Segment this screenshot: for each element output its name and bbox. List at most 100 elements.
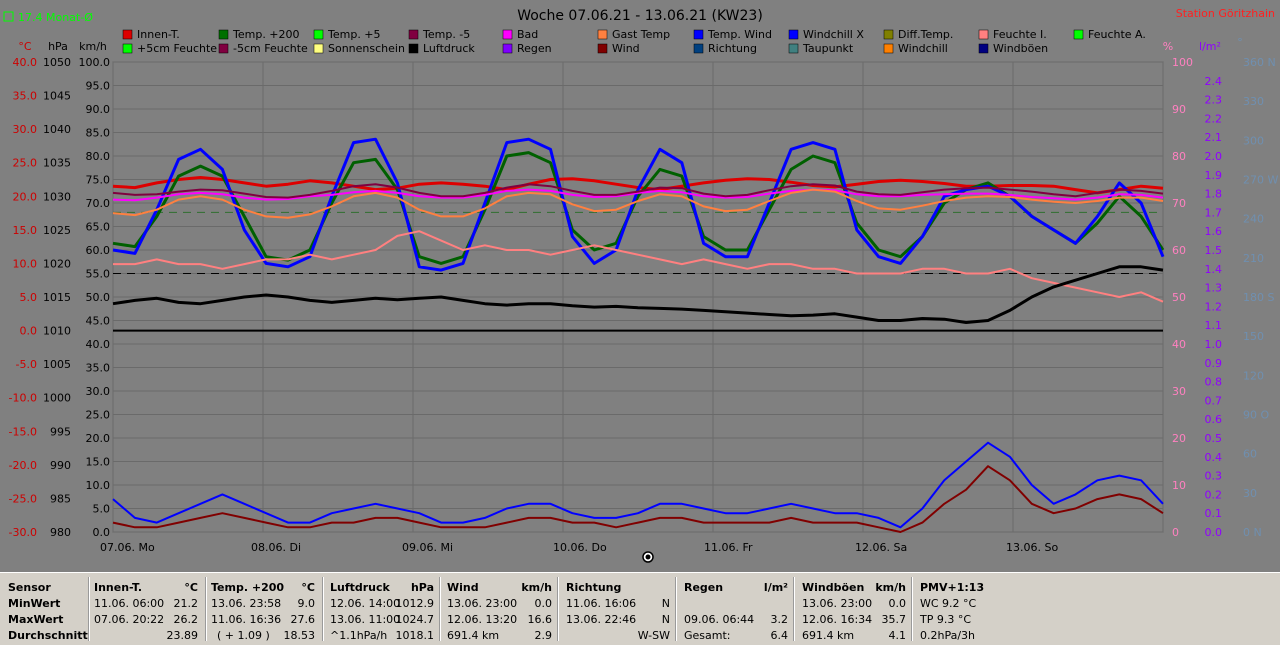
pressure-tick: 1050 [43,56,71,69]
chart-legend: Innen-T. Temp. +200 Temp. +5 Temp. -5 Bad Gas… [122,28,1146,55]
stats-wind-max-time: 12.06. 13:20 [447,613,518,626]
legend-swatch [1073,29,1084,40]
stats-regen-header: Regen [684,581,724,594]
stats-pmv-windchill: WC 9.2 °C [920,597,977,610]
speed-tick: 25.0 [86,409,111,422]
speed-tick: 10.0 [86,479,111,492]
stats-wind-avg: 2.9 [534,629,553,642]
rain-tick: 1.5 [1205,244,1223,257]
direction-tick: 210 [1243,252,1264,265]
chart-grid [112,61,1164,533]
legend-swatch [597,43,608,54]
series-wind [112,465,1164,533]
stats-pmv-pressure-trend: 0.2hPa/3h [920,629,976,642]
pressure-tick: 1010 [43,325,71,338]
right-axis-ticks: 10090807060504030201002.42.32.22.12.01.9… [1172,56,1278,539]
rain-tick: 1.9 [1205,169,1223,182]
pressure-tick: 1005 [43,358,71,371]
legend-label: Temp. Wind [707,28,772,41]
humidity-tick: 10 [1172,479,1186,492]
legend-label: Innen-T. [137,28,180,41]
stats-luftdruck-trend: ^1.1hPa/h [330,629,388,642]
rain-unit: l/m² [1199,40,1221,53]
humidity-tick: 30 [1172,385,1186,398]
x-tick-label: 07.06. Mo [100,541,155,554]
speed-tick: 95.0 [86,80,111,93]
stats-windboeen-min-value: 0.0 [888,597,907,610]
stats-richtung-avg: W-SW [637,629,670,642]
legend-swatch [693,43,704,54]
pressure-tick: 1035 [43,157,71,170]
x-tick-label: 09.06. Mi [402,541,453,554]
humidity-tick: 60 [1172,244,1186,257]
rain-tick: 0.9 [1205,357,1223,370]
stats-windboeen-max-time: 12.06. 16:34 [802,613,873,626]
stats-sensor-header: Sensor [8,581,51,594]
legend-label: Temp. -5 [422,28,470,41]
speed-tick: 20.0 [86,432,111,445]
pressure-tick: 1000 [43,392,71,405]
stats-innen-max-time: 07.06. 20:22 [94,613,165,626]
week-navigator-dot[interactable] [642,551,654,563]
legend-swatch [218,29,229,40]
stats-richtung-header: Richtung [566,581,622,594]
speed-tick: 60.0 [86,244,111,257]
rain-tick: 2.2 [1205,112,1223,125]
stats-wind-distance: 691.4 km [447,629,500,642]
speed-tick: 70.0 [86,197,111,210]
legend-swatch [122,29,133,40]
stats-luftdruck-unit: hPa [410,581,434,594]
humidity-tick: 50 [1172,291,1186,304]
speed-tick: 45.0 [86,315,111,328]
temp-unit: °C [18,40,32,53]
speed-tick: 40.0 [86,338,111,351]
legend-swatch [788,43,799,54]
speed-tick: 85.0 [86,127,111,140]
stats-richtung-max-time: 13.06. 22:46 [566,613,637,626]
stats-col-temp200: Temp. +200 °C 13.06. 23:58 9.0 11.06. 16… [207,573,321,645]
temp-tick: 0.0 [20,325,38,338]
month-average-text: 17.4 Monat-Ø [18,11,93,24]
rain-tick: 2.4 [1205,75,1223,88]
stats-luftdruck-avg: 1018.1 [395,629,435,642]
speed-tick: 0.0 [93,526,111,539]
legend-swatch [693,29,704,40]
stats-luftdruck-min-time: 12.06. 14:00 [330,597,401,610]
legend-label: Sonnenschein [328,42,405,55]
speed-tick: 90.0 [86,103,111,116]
stats-luftdruck-header: Luftdruck [330,581,390,594]
speed-tick: 80.0 [86,150,111,163]
stats-luftdruck-max-value: 1024.7 [395,613,435,626]
rain-tick: 0.1 [1205,507,1223,520]
stats-innen-avg: 23.89 [166,629,199,642]
direction-tick: 360 N [1243,56,1276,69]
stats-col-richtung: Richtung 11.06. 16:06 N 13.06. 22:46 N W… [559,573,674,645]
rain-tick: 1.7 [1205,206,1223,219]
pressure-unit: hPa [48,40,68,53]
humidity-tick: 80 [1172,150,1186,163]
speed-tick: 15.0 [86,456,111,469]
stats-wind-unit: km/h [521,581,552,594]
stats-avg-label: Durchschnitt [8,629,88,642]
x-tick-label: 13.06. So [1006,541,1058,554]
speed-tick: 50.0 [86,291,111,304]
direction-tick: 270 W [1243,174,1278,187]
legend-swatch [502,29,513,40]
legend-label: Bad [517,28,538,41]
rain-tick: 0.5 [1205,432,1223,445]
temp-tick: 25.0 [13,157,38,170]
series-feuchtei [113,230,1164,303]
humidity-tick: 100 [1172,56,1193,69]
legend-label: Regen [517,42,552,55]
legend-swatch [218,43,229,54]
stats-temp200-min-time: 13.06. 23:58 [211,597,282,610]
x-tick-label: 08.06. Di [251,541,301,554]
legend-label: Temp. +200 [232,28,300,41]
temp-tick: 15.0 [13,224,38,237]
rain-tick: 0.3 [1205,470,1223,483]
x-tick-label: 11.06. Fr [704,541,753,554]
stats-regen-max-value: 3.2 [770,613,789,626]
direction-tick: 0 N [1243,526,1262,539]
legend-label: Diff.Temp. [898,28,953,41]
rain-tick: 1.8 [1205,188,1223,201]
